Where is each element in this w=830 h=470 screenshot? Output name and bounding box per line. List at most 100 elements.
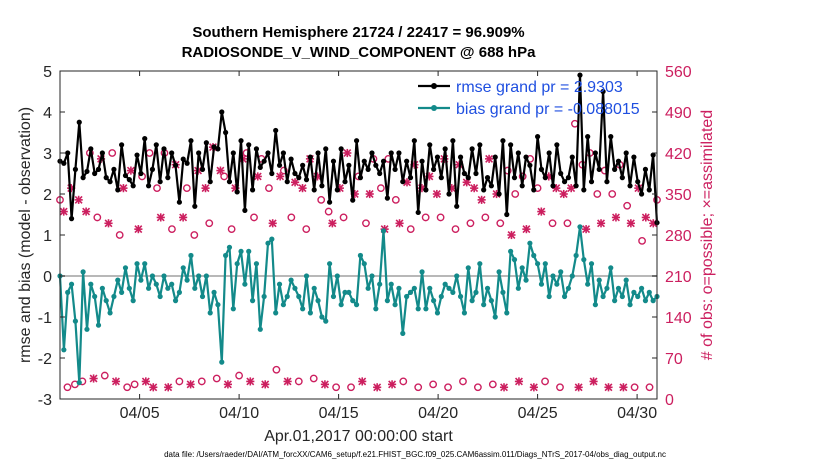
obs-assimilated-marker [604, 383, 613, 392]
point-bias [577, 224, 583, 230]
point-rmse [161, 146, 167, 152]
point-rmse [188, 138, 194, 144]
point-rmse [369, 150, 375, 156]
obs-possible-marker [339, 213, 348, 222]
point-bias [431, 298, 437, 304]
y-right-tick-label: 350 [665, 187, 692, 204]
point-bias [223, 252, 229, 259]
point-bias [384, 298, 390, 304]
point-rmse [323, 146, 329, 152]
x-tick-label: 04/05 [120, 405, 160, 422]
point-bias [377, 281, 383, 287]
point-rmse [203, 140, 209, 146]
point-bias [203, 273, 209, 279]
point-bias [107, 310, 113, 316]
obs-possible-marker [399, 377, 408, 386]
point-rmse [438, 175, 444, 181]
point-bias [219, 359, 225, 365]
point-bias [415, 306, 421, 312]
obs-possible-marker [220, 172, 229, 181]
obs-assimilated-marker [59, 207, 68, 216]
point-rmse [153, 142, 159, 148]
obs-assimilated-marker [223, 380, 232, 389]
point-bias [280, 302, 286, 308]
point-rmse [180, 156, 186, 162]
point-bias [103, 298, 109, 304]
point-bias [373, 306, 379, 312]
point-bias [315, 298, 321, 304]
point-rmse [531, 187, 537, 193]
obs-assimilated-marker [395, 219, 404, 228]
obs-assimilated-marker [499, 383, 509, 392]
point-bias [65, 289, 71, 295]
point-rmse [126, 177, 132, 183]
point-bias [569, 273, 575, 279]
point-bias [342, 289, 348, 295]
plot-area [60, 71, 657, 399]
series-line-rmse [59, 73, 659, 223]
point-bias [392, 302, 398, 308]
y-axis-left-label: rmse and bias (model - observation) [17, 107, 34, 363]
point-rmse [642, 166, 649, 172]
point-rmse [496, 191, 502, 197]
point-rmse [573, 183, 579, 189]
point-rmse [600, 88, 606, 95]
point-rmse [400, 179, 406, 185]
point-bias [538, 281, 545, 287]
point-rmse [569, 154, 575, 160]
obs-possible-marker [451, 225, 460, 234]
obs-possible-marker [205, 219, 214, 228]
point-bias [122, 265, 129, 271]
obs-possible-marker [429, 380, 438, 389]
point-bias [153, 281, 159, 287]
obs-assimilated-marker [149, 383, 158, 392]
point-bias [226, 244, 233, 250]
point-rmse [411, 138, 417, 144]
point-rmse [253, 146, 260, 152]
point-bias [111, 293, 117, 300]
obs-assimilated-marker [537, 207, 546, 216]
obs-possible-marker [324, 207, 333, 216]
obs-assimilated-marker [514, 377, 524, 386]
obs-possible-marker [436, 213, 445, 222]
y-right-tick-label: 490 [665, 105, 692, 122]
obs-assimilated-marker [119, 184, 128, 193]
obs-possible-marker [197, 377, 206, 386]
point-bias [604, 285, 610, 291]
y-axis-right-label: # of obs: o=possible; ×=assimilated [699, 110, 716, 360]
obs-assimilated-marker [246, 377, 255, 386]
point-rmse [145, 183, 152, 189]
obs-assimilated-marker [552, 184, 561, 193]
legend-label: rmse grand pr = 2.9303 [456, 79, 623, 96]
point-bias [585, 281, 591, 287]
obs-assimilated-marker [134, 225, 143, 234]
point-rmse [215, 146, 221, 152]
point-rmse [338, 146, 344, 152]
point-bias [145, 285, 152, 291]
point-rmse [588, 179, 595, 185]
y-left-tick-label: -2 [38, 351, 52, 368]
point-rmse [92, 170, 98, 177]
point-rmse [465, 175, 471, 181]
point-rmse [377, 170, 383, 177]
point-bias [157, 293, 163, 300]
point-bias [481, 302, 487, 308]
obs-assimilated-marker [343, 148, 352, 158]
point-rmse [623, 150, 629, 156]
y-right-tick-label: 280 [665, 228, 692, 245]
obs-possible-marker [406, 225, 415, 234]
point-bias [211, 289, 217, 295]
obs-possible-marker [496, 219, 505, 228]
obs-assimilated-marker [89, 374, 98, 383]
point-bias [473, 289, 479, 295]
point-bias [457, 293, 464, 300]
point-bias [169, 281, 175, 287]
point-bias [404, 293, 410, 300]
y-right-tick-label: 420 [665, 146, 692, 163]
x-tick-label: 04/10 [219, 405, 259, 422]
obs-assimilated-marker [567, 184, 576, 193]
point-rmse [242, 207, 248, 213]
legend-label: bias grand pr = -0.088015 [456, 101, 640, 118]
point-rmse [615, 158, 622, 164]
obs-assimilated-marker [470, 184, 479, 193]
